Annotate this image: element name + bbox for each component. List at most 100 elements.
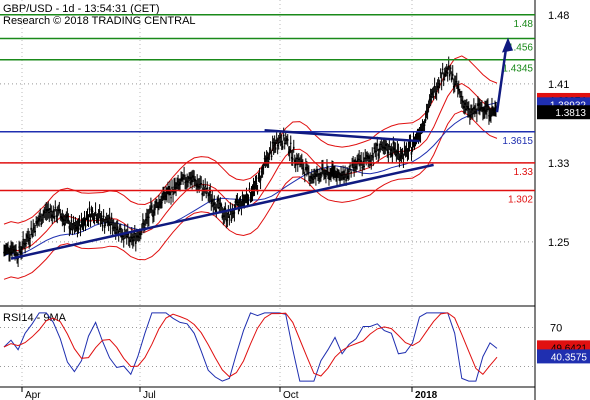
rsi-ma-line	[3, 312, 498, 378]
candle-body	[255, 183, 258, 185]
candle-body	[282, 134, 285, 137]
level-label-4: 1.33	[514, 167, 534, 178]
candle-body	[494, 110, 496, 112]
candle-body	[382, 146, 385, 149]
candle-body	[411, 147, 414, 151]
candle-body	[115, 228, 118, 231]
candle-body	[77, 227, 80, 230]
candle-body	[201, 192, 204, 196]
candle-body	[267, 161, 270, 163]
candle-body	[455, 80, 458, 82]
candle-body	[367, 155, 370, 159]
candle-body	[316, 169, 318, 172]
candle-body	[375, 151, 378, 153]
candle-body	[244, 196, 247, 199]
candle-body	[42, 213, 45, 216]
candle-body	[415, 138, 418, 140]
candle-body	[480, 107, 482, 110]
candle-body	[327, 171, 329, 173]
candle-body	[290, 156, 293, 159]
candle-body	[230, 218, 233, 222]
candle-body	[400, 155, 403, 158]
candle-body	[401, 152, 404, 155]
candle-body	[295, 157, 298, 160]
candle-body	[236, 201, 239, 203]
candle-body	[219, 203, 222, 205]
candle-body	[220, 204, 223, 207]
candle-body	[78, 221, 81, 223]
candle-body	[149, 208, 151, 210]
candle-body	[133, 232, 136, 234]
candle-body	[138, 236, 140, 238]
candle-body	[266, 156, 269, 160]
rsi-tick-label-0: 70	[550, 323, 562, 335]
candle-body	[424, 118, 427, 122]
candle-body	[420, 129, 423, 132]
candle-body	[283, 142, 286, 144]
candle-body	[391, 153, 394, 157]
candle-body	[325, 176, 327, 178]
candle-body	[158, 201, 160, 203]
candle-body	[152, 214, 154, 217]
candle-body	[14, 253, 16, 256]
target-arrow-shaft	[495, 48, 508, 113]
candle-body	[296, 163, 299, 165]
price-levels: 1.48 1.456 1.4345 1.3615 1.33 1.302	[0, 14, 535, 206]
candle-body	[213, 202, 216, 205]
candle-body	[169, 188, 171, 191]
candle-body	[221, 215, 224, 219]
candle-body	[427, 106, 430, 108]
candle-body	[407, 150, 410, 152]
candle-body	[458, 91, 461, 93]
candle-body	[153, 211, 155, 214]
candle-body	[61, 216, 64, 220]
candle-body	[184, 182, 186, 184]
candle-body	[437, 83, 440, 85]
candle-body	[440, 80, 443, 82]
candle-body	[471, 108, 473, 111]
candle-body	[63, 223, 66, 226]
candle-body	[100, 215, 103, 218]
candle-body	[22, 239, 24, 241]
candle-body	[265, 157, 268, 159]
rsi-tag-label-1: 40.3575	[551, 352, 588, 363]
candle-body	[110, 217, 113, 220]
candle-body	[434, 93, 437, 95]
candle-body	[285, 138, 288, 141]
candle-body	[414, 137, 417, 139]
candle-body	[406, 155, 409, 157]
candle-body	[495, 107, 497, 110]
candle-body	[443, 73, 446, 76]
candle-body	[123, 228, 126, 230]
candle-body	[308, 172, 310, 174]
candle-body	[154, 207, 156, 211]
candle-body	[32, 228, 34, 231]
candle-body	[188, 177, 190, 179]
candle-body	[307, 168, 309, 170]
candle-body	[183, 175, 185, 177]
candle-body	[205, 192, 208, 194]
candle-body	[159, 203, 161, 206]
candle-body	[241, 194, 244, 197]
candle-body	[68, 225, 71, 229]
candle-body	[264, 159, 267, 161]
candle-body	[249, 197, 252, 200]
x-tick-label-3: 2018	[415, 390, 438, 400]
candle-body	[11, 251, 13, 254]
y-tick-label-0: 1.25	[548, 237, 569, 249]
candle-body	[402, 158, 405, 160]
candle-body	[338, 171, 340, 174]
candle-body	[472, 113, 474, 115]
candle-body	[142, 222, 144, 224]
candle-body	[160, 201, 162, 205]
candle-body	[105, 218, 108, 220]
candle-body	[46, 208, 49, 212]
candle-body	[477, 103, 479, 107]
candle-body	[173, 186, 175, 189]
candle-body	[461, 100, 464, 103]
price-tag-label-2: 1.3813	[555, 108, 586, 119]
candle-body	[447, 65, 450, 68]
candle-body	[260, 171, 263, 173]
candle-body	[484, 109, 486, 113]
candle-body	[248, 188, 251, 191]
